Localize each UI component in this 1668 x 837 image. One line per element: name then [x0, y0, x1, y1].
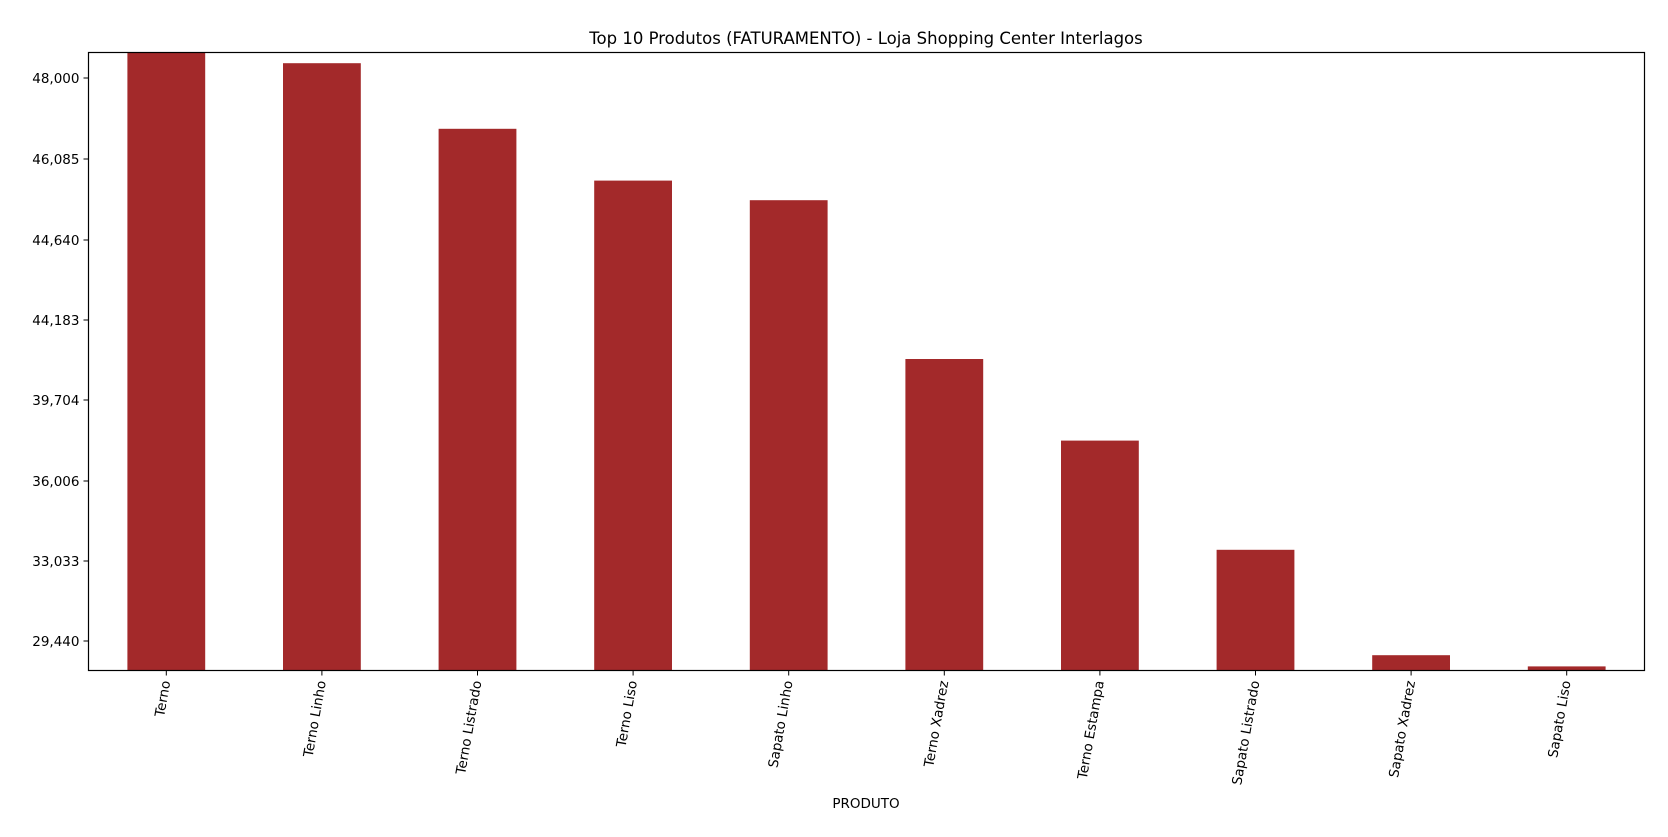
y-axis-ticks: 29,440 33,033 36,006 39,704 44,183 44,640 46,0…	[32, 71, 89, 650]
bar	[283, 63, 361, 671]
plot-frame	[87, 51, 1646, 672]
bar	[749, 200, 828, 671]
bar	[127, 52, 206, 671]
y-tick-label: 44,183	[32, 313, 79, 329]
x-tick-label: Terno	[152, 679, 174, 719]
bar	[1061, 440, 1139, 671]
y-tick-label: 46,085	[32, 152, 79, 168]
bar	[905, 359, 984, 671]
bar	[1527, 666, 1606, 671]
bar	[1216, 549, 1295, 671]
y-tick-label: 36,006	[32, 474, 79, 490]
y-tick-label: 29,440	[32, 634, 79, 650]
chart-title: Top 10 Produtos (FATURAMENTO) - Loja Sho…	[588, 29, 1143, 48]
bar	[594, 180, 672, 671]
y-tick-label: 33,033	[32, 554, 79, 570]
x-axis-label: PRODUTO	[832, 796, 899, 812]
bar	[438, 128, 517, 671]
bars-group	[127, 52, 1606, 671]
y-tick-label: 48,000	[32, 71, 79, 87]
y-tick-label: 39,704	[32, 393, 79, 409]
bar	[1372, 655, 1450, 671]
y-tick-label: 44,640	[32, 233, 79, 249]
